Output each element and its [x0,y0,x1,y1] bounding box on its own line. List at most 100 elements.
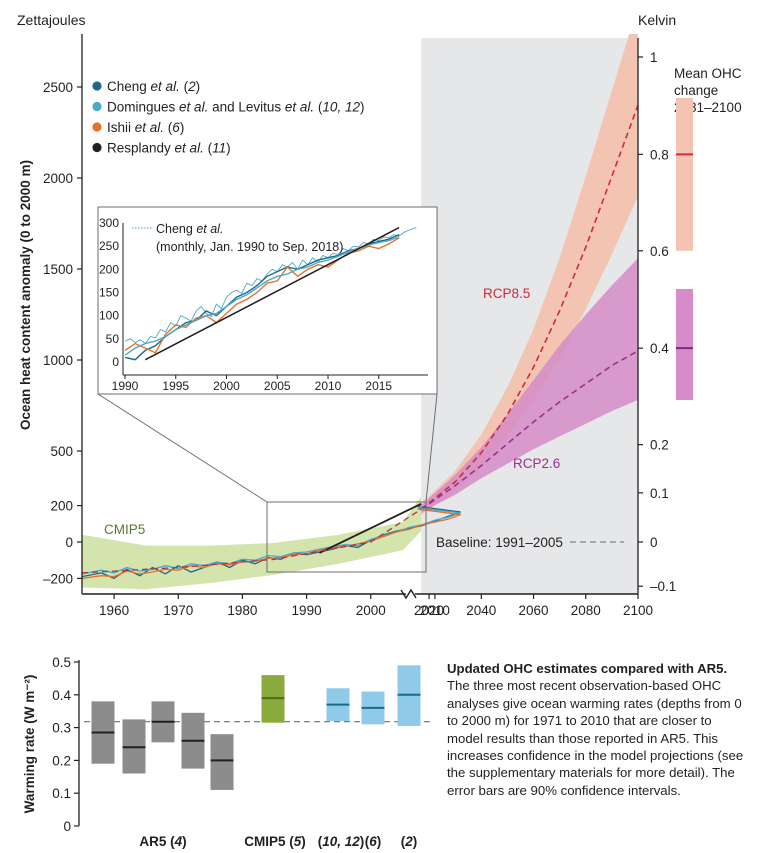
legend-marker [92,142,102,153]
inset-x-tick-label: 1990 [112,379,139,393]
inset-y-tick-label: 100 [99,309,119,323]
y-tick-label: 500 [50,444,73,459]
legend-ref-num: 2 [187,79,196,94]
bar-group-close: ) [301,834,306,849]
projection-bands [420,34,638,515]
warming-bar [210,734,234,790]
cmip5-label: CMIP5 [104,522,145,537]
bar-group-label: (2) [401,834,418,849]
inset-x-tick-label: 2010 [315,379,342,393]
bar-group-name: ( [318,834,323,849]
bar-group-label: CMIP5 (5) [244,834,306,849]
zoom-box [266,501,427,573]
zoom-line-right [425,393,438,503]
inset-series-resplandy [144,226,400,361]
mean-bar-rcp26 [676,289,693,401]
legend-label: Domingues et al. and Levitus et al. (10,… [107,100,364,115]
band-rcp85 [421,34,638,515]
inset-y-tick-label: 50 [106,332,120,346]
bar-group-ref: 5 [294,834,302,849]
legend-label: Ishii et al. (6) [107,120,184,135]
inset-legend-detail: (monthly, Jan. 1990 to Sep. 2018) [156,240,343,254]
y-tick-label: 1000 [43,353,73,368]
main-legend: Cheng et al. (2) Domingues et al. and Lev… [92,79,364,156]
series-ishii [82,506,461,580]
bar-group-close: ) [413,834,418,849]
bar-y-tick-label: 0.3 [52,721,71,736]
legend-ref-open: ( [164,120,173,135]
legend-label-part: Domingues [107,100,176,115]
inset-y-tick-label: 200 [99,262,119,276]
legend-ref-num: 11 [212,141,226,156]
legend-label-part: et al. [147,79,180,94]
bar-group-close: ) [360,834,365,849]
right-tick-label: 0.4 [650,341,669,356]
bar-group-name: CMIP5 ( [244,834,294,849]
right-tick-label: 0.2 [650,438,669,453]
inset-legend-name: Cheng [156,222,193,236]
bar-y-tick-label: 0 [63,819,71,834]
bar-group-label: AR5 (4) [139,834,186,849]
legend-label: Cheng et al. (2) [107,79,200,94]
right-tick-label: 0 [650,535,658,550]
x-tick-label: 2060 [519,603,549,618]
bar-group-ref: 2 [404,834,413,849]
mean-bar-rcp85 [676,97,693,251]
legend-ref-num: 6 [172,120,180,135]
right-tick-label: 0.1 [650,486,669,501]
bar-group-name: AR5 ( [139,834,175,849]
legend-ref-close: ) [226,141,231,156]
legend-label-part: et al. [171,141,204,156]
legend-ref-close: ) [196,79,201,94]
y-tick-label: 0 [65,535,73,550]
y-tick-label: 2000 [43,171,73,186]
baseline-label: Baseline: 1991–2005 [436,535,563,550]
rcp85-label: RCP8.5 [483,286,530,301]
x-tick-label: 1960 [99,603,129,618]
x-tick-label: 1970 [163,603,193,618]
inset-x-tick-label: 2000 [213,379,240,393]
legend-label-part: et al. [281,100,314,115]
inset-chart: 1990 1995 2000 2005 2010 2015 0 50 100 150 200 250 3… [97,206,438,395]
band-rcp26 [421,258,638,513]
bar-group-close: ) [182,834,187,849]
right-tick-label: 0.6 [650,244,669,259]
x-tick-label: 2100 [623,603,653,618]
inset-x-tick-label: 2005 [264,379,291,393]
legend-ref-num: 10, 12 [322,100,360,115]
inset-series-domingues [124,236,400,356]
right-tick-label: 1 [650,50,658,65]
caption-title: Updated OHC estimates compared with AR5. [447,661,728,676]
inset-series-cheng [124,227,417,345]
right-tick-label: 0.8 [650,147,669,162]
legend-label-part: et al. [175,100,208,115]
mean-ohc-bars [676,97,693,401]
mean-line-rcp26 [420,350,638,510]
bar-y-tick-label: 0.2 [52,753,71,768]
bar-group-ref: 4 [174,834,183,849]
legend-ref-close: ) [180,120,185,135]
caption-body: The three most recent observation-based … [447,678,744,798]
zoom-line-left [97,393,268,503]
inset-y-tick-label: 250 [99,239,119,253]
bar-group-name: ( [365,834,370,849]
inset-legend-label: Cheng et al. [156,222,223,236]
x-tick-label: 2020 [414,603,444,618]
legend-marker [92,81,102,91]
right-tick-label: –0.1 [650,579,676,594]
bar-group-label: (10, 12) [318,834,365,849]
legend-ref-open: ( [314,100,323,115]
legend-ref-close: ) [360,100,365,115]
bar-group-close: ) [377,834,382,849]
left-axis-title: Ocean heat content anomaly (0 to 2000 m) [18,160,33,430]
bar-group-name: ( [401,834,406,849]
inset-x-tick-label: 1995 [162,379,189,393]
legend-label: Resplandy et al. (11) [107,141,231,156]
y-tick-label: –200 [43,571,73,586]
rcp26-label: RCP2.6 [513,456,560,471]
cmip5-envelope [82,496,422,590]
legend-ref-open: ( [180,79,189,94]
